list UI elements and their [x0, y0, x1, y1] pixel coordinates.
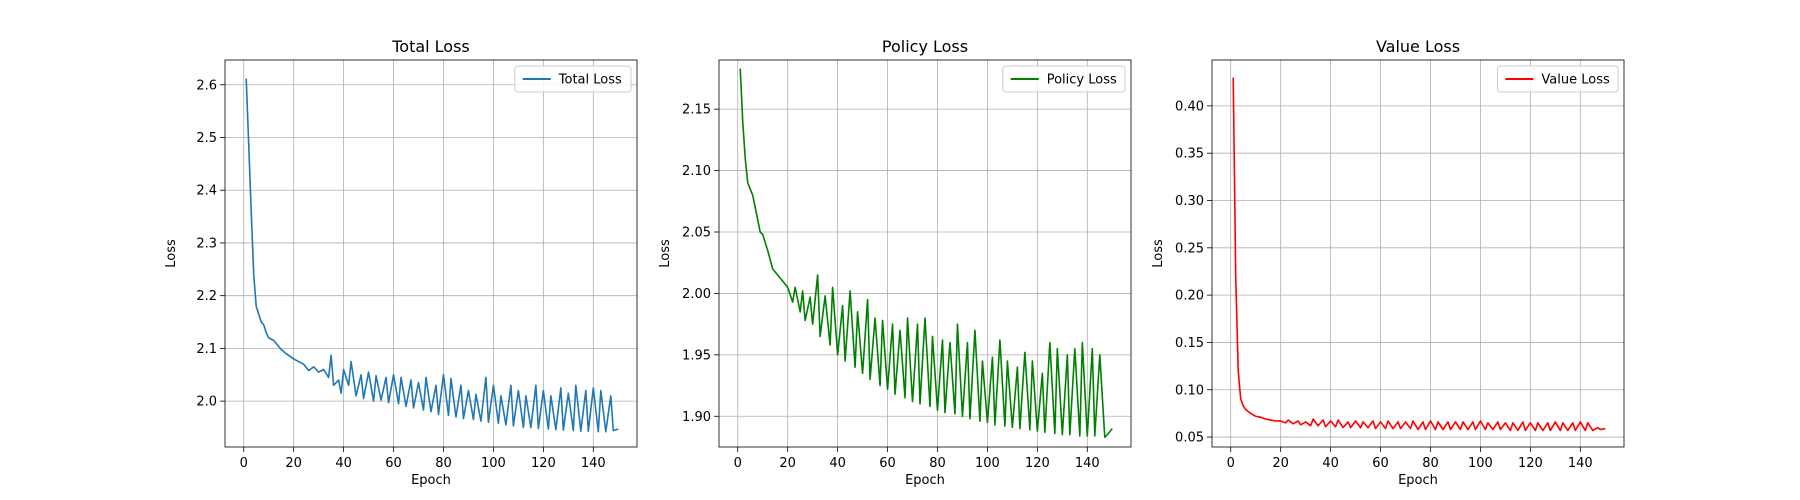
series-line: [1232, 77, 1606, 432]
y-tick-label: 0.30: [1175, 194, 1204, 209]
legend: Value Loss: [1496, 65, 1619, 93]
y-tick-label: 2.0: [196, 395, 217, 410]
legend-box: [1496, 65, 1619, 93]
legend: Policy Loss: [1002, 65, 1126, 93]
chart-title: Total Loss: [391, 37, 470, 56]
series-line: [739, 68, 1113, 438]
x-tick-label: 40: [335, 456, 352, 471]
x-tick-label: 140: [1568, 456, 1593, 471]
x-tick-label: 20: [779, 456, 796, 471]
y-axis-label: Loss: [1151, 239, 1166, 268]
x-tick-label: 20: [1272, 456, 1289, 471]
axes-frame: [224, 59, 638, 448]
legend-label: Value Loss: [1541, 73, 1610, 88]
legend-box: [514, 65, 632, 93]
x-tick-label: 80: [435, 456, 452, 471]
y-tick-label: 2.10: [682, 164, 711, 179]
y-tick-label: 2.1: [196, 342, 217, 357]
y-tick-label: 2.05: [682, 226, 711, 241]
x-tick-label: 120: [1025, 456, 1050, 471]
x-tick-label: 0: [1227, 456, 1235, 471]
y-tick-label: 2.5: [196, 131, 217, 146]
x-tick-label: 0: [240, 456, 248, 471]
x-axis-label: Epoch: [411, 473, 451, 488]
x-tick-label: 100: [481, 456, 506, 471]
chart-title: Value Loss: [1376, 37, 1460, 56]
panel-2: 0 20 40 60 80 100 120 140 0.05 0.10 0.15 0.20 0.25 0.…: [1151, 37, 1625, 488]
y-tick-label: 2.3: [196, 236, 217, 251]
x-tick-label: 120: [1518, 456, 1543, 471]
y-axis-label: Loss: [658, 239, 673, 268]
x-tick-label: 100: [975, 456, 1000, 471]
x-tick-label: 100: [1468, 456, 1493, 471]
y-tick-label: 2.6: [196, 78, 217, 93]
legend-box: [1002, 65, 1126, 93]
x-tick-label: 20: [285, 456, 302, 471]
legend: Total Loss: [514, 65, 632, 93]
x-tick-label: 0: [734, 456, 742, 471]
x-tick-label: 120: [531, 456, 556, 471]
y-tick-label: 0.10: [1175, 383, 1204, 398]
y-tick-label: 0.25: [1175, 241, 1204, 256]
x-tick-label: 60: [385, 456, 402, 471]
x-tick-label: 40: [829, 456, 846, 471]
x-tick-label: 80: [929, 456, 946, 471]
axes-frame: [718, 59, 1132, 448]
y-tick-label: 0.05: [1175, 431, 1204, 446]
plot-area: [1212, 60, 1624, 447]
axes-frame: [1211, 59, 1625, 448]
y-tick-label: 2.15: [682, 103, 711, 118]
y-tick-label: 2.2: [196, 289, 217, 304]
y-tick-label: 0.35: [1175, 147, 1204, 162]
chart-title: Policy Loss: [882, 37, 968, 56]
y-tick-label: 2.4: [196, 184, 217, 199]
plot-area: [719, 60, 1131, 447]
y-tick-label: 0.20: [1175, 289, 1204, 304]
x-tick-label: 140: [581, 456, 606, 471]
panel-1: 0 20 40 60 80 100 120 140 1.90 1.95 2.00 2.05 2.10 2.…: [658, 37, 1132, 488]
x-tick-label: 140: [1075, 456, 1100, 471]
series-line: [245, 78, 619, 433]
y-tick-label: 2.00: [682, 287, 711, 302]
y-tick-label: 0.15: [1175, 336, 1204, 351]
x-axis-label: Epoch: [905, 473, 945, 488]
y-axis-label: Loss: [164, 239, 179, 268]
x-tick-label: 60: [879, 456, 896, 471]
legend-label: Policy Loss: [1047, 73, 1117, 88]
y-tick-label: 0.40: [1175, 99, 1204, 114]
y-tick-label: 1.90: [682, 410, 711, 425]
legend-label: Total Loss: [558, 73, 622, 88]
y-tick-label: 1.95: [682, 348, 711, 363]
x-tick-label: 80: [1422, 456, 1439, 471]
panel-0: 0 20 40 60 80 100 120 140 2.0 2.1 2.2 2.3 2.4 2.5 2.6 T…: [164, 37, 638, 488]
x-tick-label: 60: [1372, 456, 1389, 471]
x-tick-label: 40: [1322, 456, 1339, 471]
x-axis-label: Epoch: [1398, 473, 1438, 488]
